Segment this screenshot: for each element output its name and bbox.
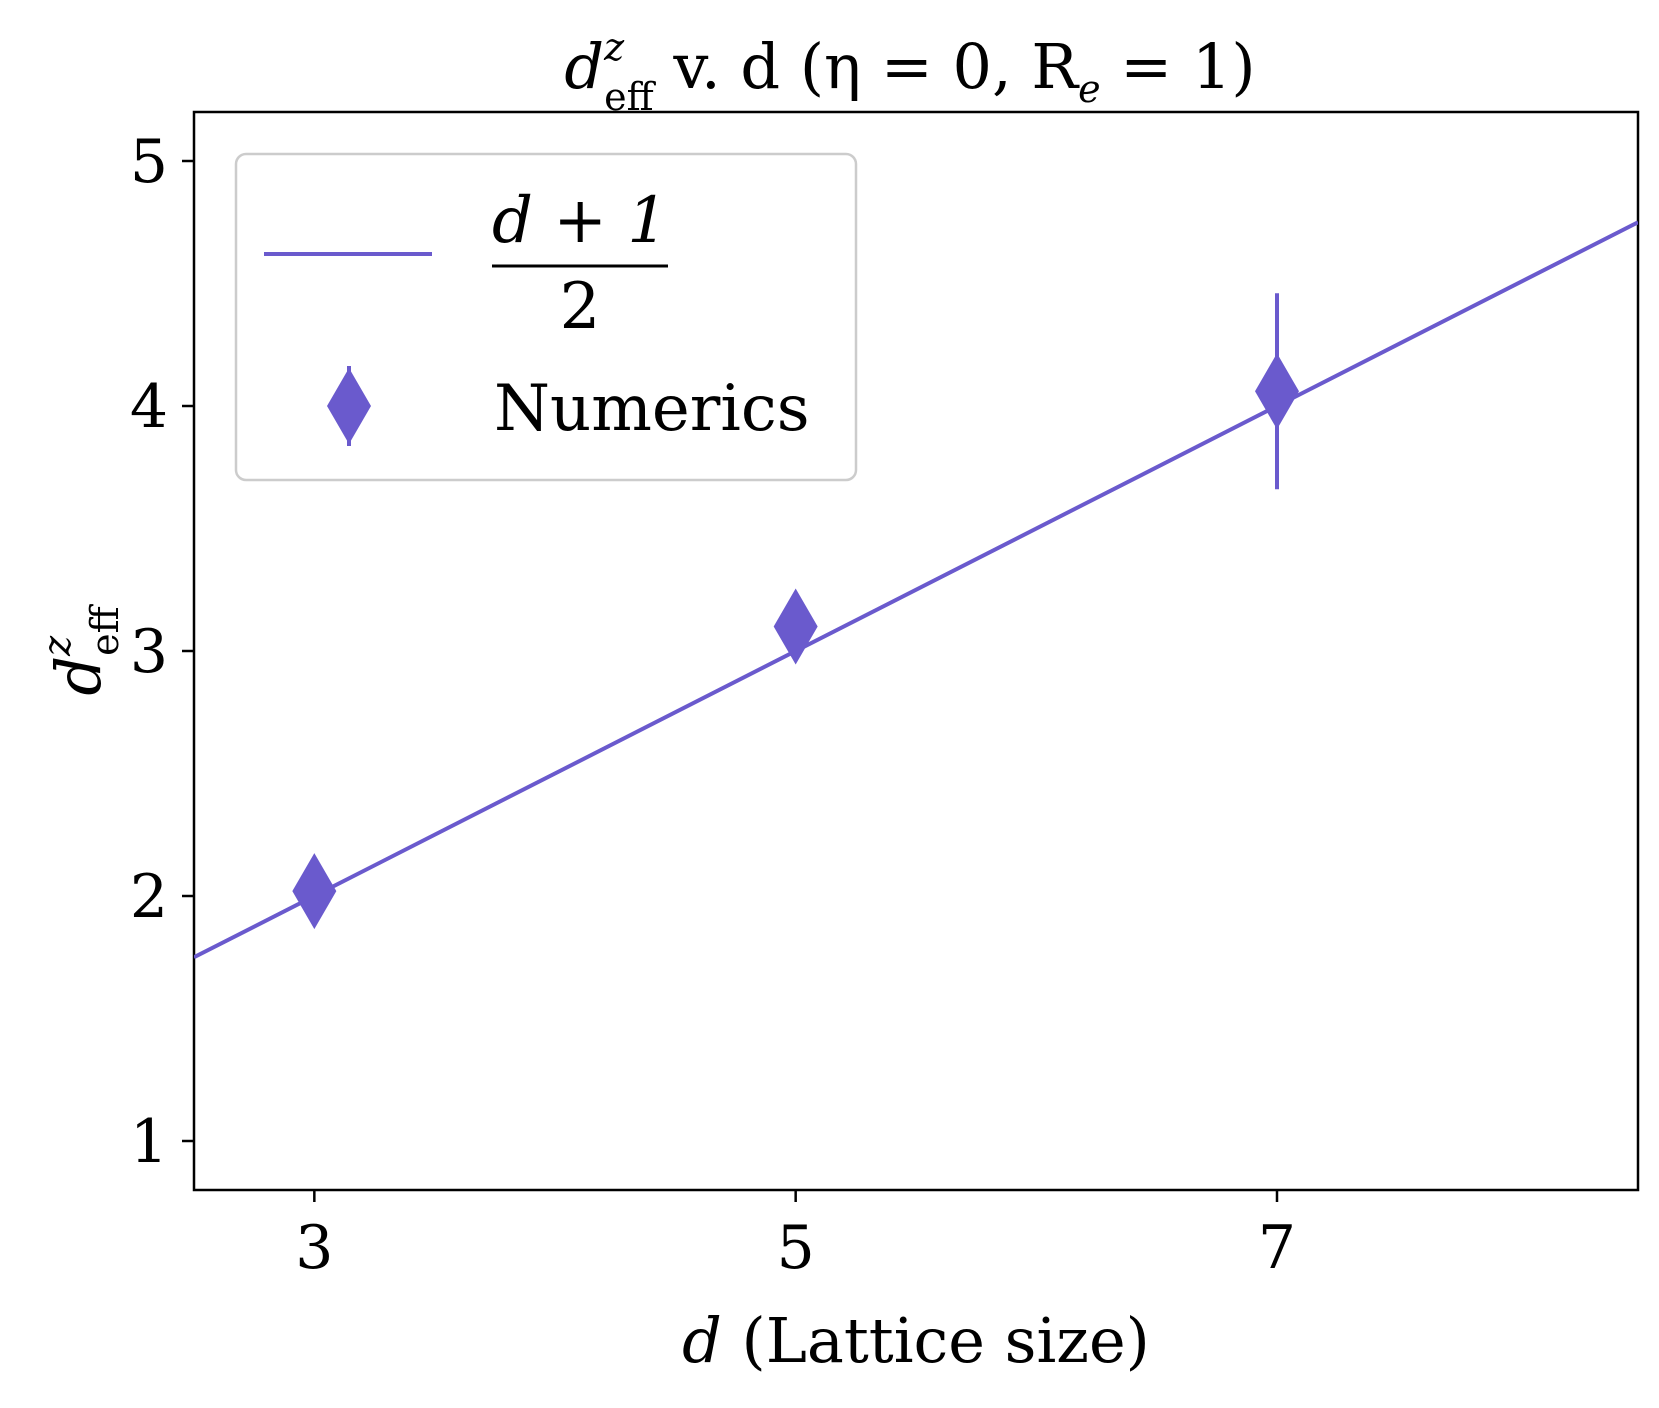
x-axis: 3 5 7 <box>295 1190 1296 1283</box>
y-tick-label: 3 <box>130 617 168 687</box>
x-tick-label: 3 <box>295 1213 333 1283</box>
x-axis-label: d (Lattice size) <box>682 1304 1150 1377</box>
chart-title: dz eff v. d (η = 0, Re = 1) <box>564 25 1255 119</box>
legend-box <box>234 152 858 482</box>
y-tick-label: 4 <box>130 372 168 442</box>
legend: d + 1 2 Numerics <box>234 152 858 482</box>
legend-label-line-denominator: 2 <box>560 270 601 344</box>
marker-layer <box>292 293 1299 930</box>
theory-line <box>194 220 1638 960</box>
y-axis: 1 2 3 4 5 <box>130 127 194 1177</box>
numerics-point <box>773 588 818 665</box>
numerics-point <box>1255 353 1299 430</box>
x-tick-label: 5 <box>777 1213 815 1283</box>
numerics-point <box>292 853 337 930</box>
y-tick-label: 5 <box>130 127 168 197</box>
legend-label-line-numerator: d + 1 <box>492 184 668 258</box>
legend-diamond <box>327 368 371 444</box>
x-tick-label: 7 <box>1258 1213 1296 1283</box>
y-tick-label: 1 <box>130 1107 168 1177</box>
y-axis-label: dz eff <box>35 603 127 695</box>
legend-label-numerics: Numerics <box>494 372 810 446</box>
legend-marker-swatch <box>327 366 371 446</box>
y-tick-label: 2 <box>130 862 168 932</box>
data-layer <box>194 220 1638 960</box>
